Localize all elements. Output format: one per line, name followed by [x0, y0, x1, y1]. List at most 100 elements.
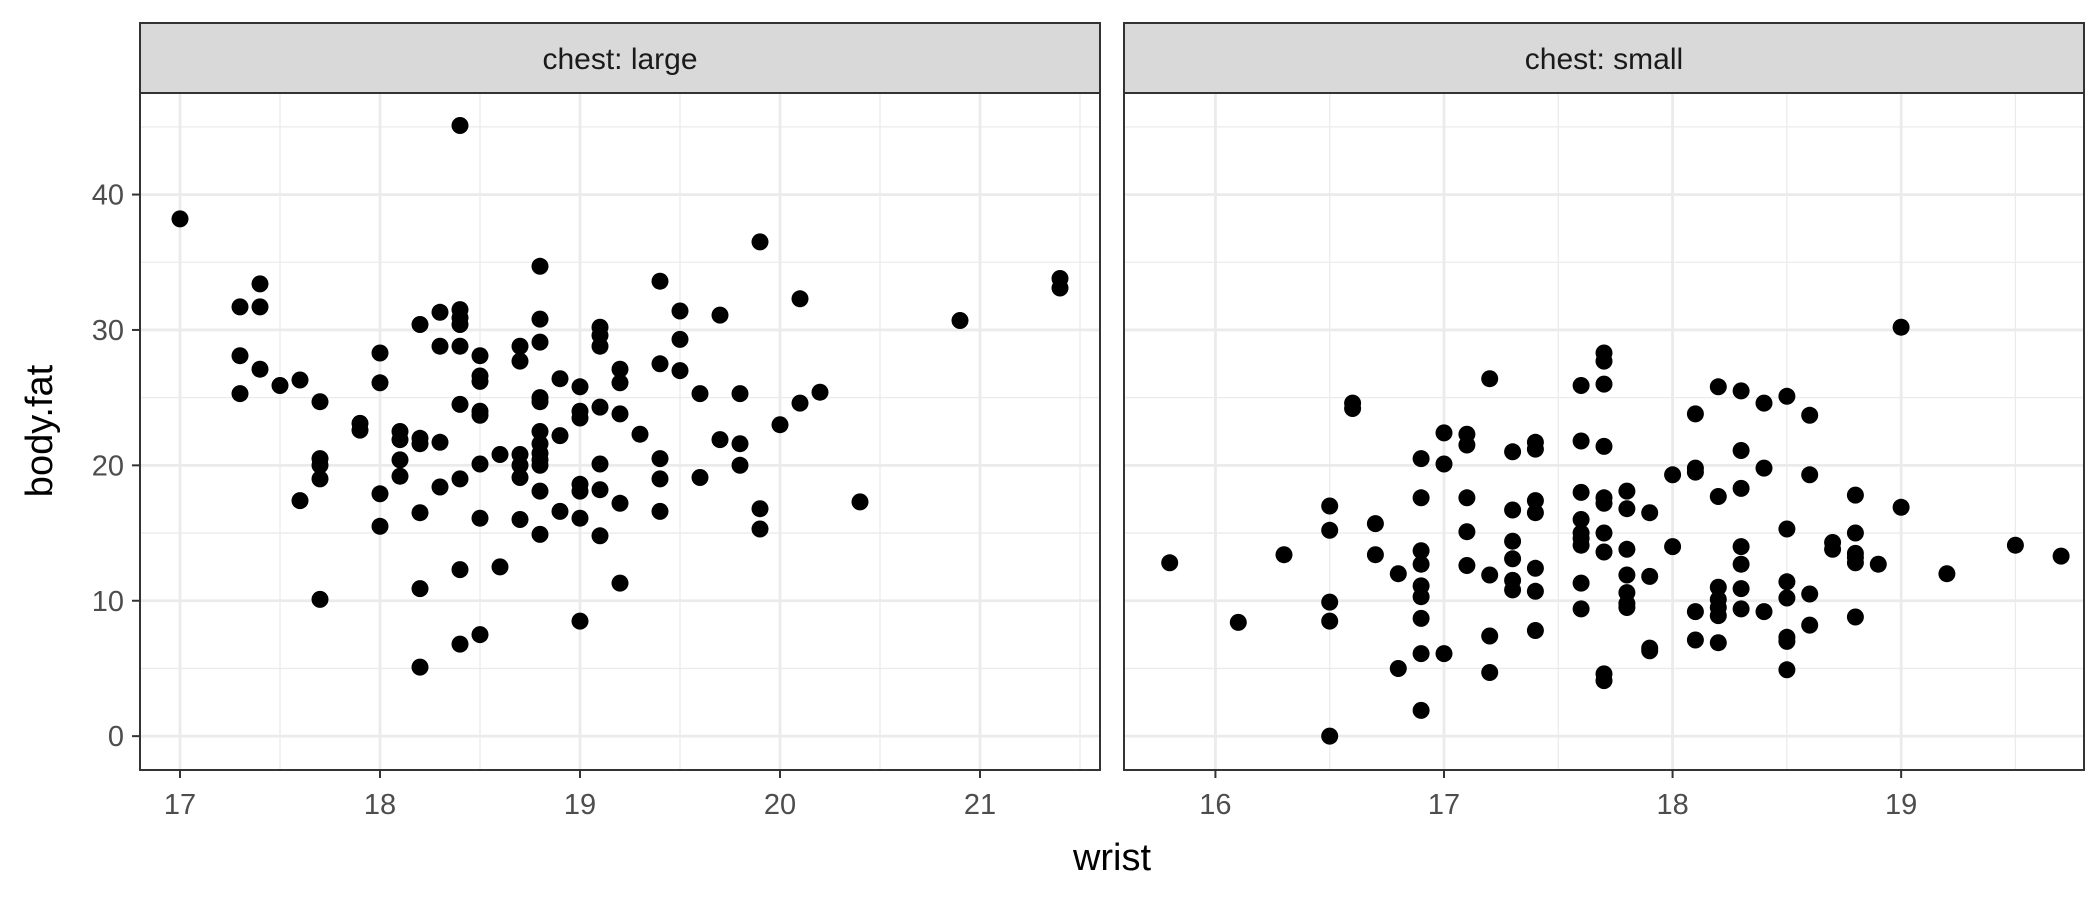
- data-point: [611, 360, 629, 378]
- data-point: [731, 435, 749, 453]
- data-point: [471, 509, 489, 527]
- data-point: [1595, 672, 1613, 690]
- data-point: [1709, 634, 1727, 652]
- data-point: [1709, 488, 1727, 505]
- data-point: [1618, 599, 1636, 616]
- data-point: [1435, 424, 1453, 442]
- x-tick-label: 19: [1885, 789, 1917, 821]
- data-point: [1778, 632, 1796, 650]
- data-point: [1412, 450, 1430, 468]
- y-axis-title: body.fat: [19, 364, 61, 497]
- data-point: [1389, 565, 1407, 583]
- panel-points: [171, 117, 1069, 676]
- data-point: [1641, 504, 1659, 522]
- data-point: [431, 303, 449, 321]
- data-point: [1755, 459, 1773, 477]
- data-point: [1504, 501, 1522, 519]
- data-point: [311, 456, 329, 474]
- data-point: [451, 337, 469, 355]
- data-point: [551, 427, 569, 445]
- data-point: [1618, 540, 1636, 558]
- x-tick-label: 18: [1656, 789, 1688, 821]
- data-point: [1641, 642, 1659, 660]
- data-point: [1686, 631, 1704, 649]
- data-point: [751, 500, 769, 518]
- data-point: [251, 360, 269, 378]
- data-point: [751, 520, 769, 538]
- data-point: [531, 525, 549, 543]
- data-point: [811, 383, 829, 401]
- data-point: [671, 330, 689, 348]
- data-point: [1481, 664, 1499, 681]
- data-point: [1344, 400, 1362, 417]
- data-point: [1321, 727, 1339, 745]
- data-point: [611, 494, 629, 512]
- data-point: [371, 344, 389, 362]
- data-point: [431, 337, 449, 355]
- data-point: [1458, 523, 1476, 541]
- panel-chest-small: chest: small 16 17 18 19: [1123, 22, 2085, 821]
- data-point: [1595, 352, 1613, 370]
- data-point: [1686, 405, 1704, 423]
- panel-points: [1161, 318, 2070, 745]
- x-tick-label: 19: [564, 789, 596, 821]
- data-point: [311, 393, 329, 411]
- panel-grid: [140, 93, 1100, 770]
- data-point: [1709, 607, 1727, 625]
- data-point: [531, 423, 549, 440]
- data-point: [1732, 555, 1750, 573]
- data-point: [1458, 436, 1476, 454]
- data-point: [1572, 511, 1590, 528]
- x-tick-label: 17: [164, 789, 196, 821]
- data-point: [1321, 612, 1339, 630]
- x-tick-label: 21: [964, 789, 996, 821]
- data-point: [1051, 279, 1069, 297]
- data-point: [1412, 555, 1430, 573]
- data-point: [1504, 581, 1522, 599]
- x-tick-label: 17: [1428, 789, 1460, 821]
- data-point: [851, 493, 869, 511]
- data-point: [1412, 645, 1430, 663]
- data-point: [671, 302, 689, 320]
- data-point: [1869, 555, 1887, 573]
- data-point: [391, 467, 409, 485]
- data-point: [1732, 479, 1750, 497]
- data-point: [1572, 483, 1590, 501]
- data-point: [251, 298, 269, 316]
- x-tick-label: 18: [364, 789, 396, 821]
- data-point: [1526, 492, 1544, 510]
- data-point: [1366, 546, 1384, 564]
- data-point: [651, 502, 669, 520]
- data-point: [531, 482, 549, 500]
- data-point: [1595, 494, 1613, 512]
- data-point: [571, 482, 589, 500]
- data-point: [1801, 585, 1819, 603]
- data-point: [531, 393, 549, 411]
- data-point: [1595, 543, 1613, 561]
- data-point: [291, 371, 309, 389]
- data-point: [1618, 566, 1636, 584]
- data-point: [1321, 497, 1339, 515]
- panel-background: [140, 93, 1100, 770]
- data-point: [591, 527, 609, 545]
- data-point: [2052, 547, 2070, 565]
- data-point: [1481, 627, 1499, 645]
- data-point: [371, 485, 389, 503]
- data-point: [611, 574, 629, 592]
- data-point: [1709, 378, 1727, 396]
- data-point: [591, 481, 609, 499]
- data-point: [1664, 466, 1682, 484]
- data-point: [1572, 600, 1590, 618]
- data-point: [1938, 565, 1956, 583]
- data-point: [731, 385, 749, 403]
- data-point: [431, 478, 449, 496]
- data-point: [1458, 557, 1476, 574]
- data-point: [1732, 538, 1750, 556]
- data-point: [531, 257, 549, 275]
- data-point: [471, 626, 489, 644]
- data-point: [1595, 524, 1613, 542]
- data-point: [1732, 382, 1750, 400]
- data-point: [1778, 661, 1796, 679]
- data-point: [451, 635, 469, 653]
- data-point: [1275, 546, 1293, 564]
